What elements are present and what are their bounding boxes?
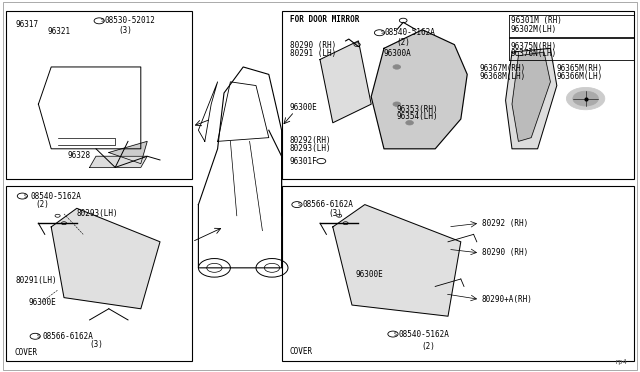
Text: 08566-6162A: 08566-6162A [43,332,93,341]
Text: 08566-6162A: 08566-6162A [302,200,353,209]
Polygon shape [51,208,160,309]
Text: S: S [394,331,397,337]
Text: 96300E: 96300E [355,270,383,279]
Circle shape [406,121,413,125]
Text: 80290 (RH): 80290 (RH) [482,248,528,257]
Polygon shape [320,41,371,123]
Text: 96301M (RH): 96301M (RH) [511,16,561,25]
Circle shape [393,102,401,106]
Text: S: S [298,202,301,207]
Text: S: S [100,18,103,23]
Text: 08530-52012: 08530-52012 [104,16,155,25]
Polygon shape [371,30,467,149]
Text: S: S [24,193,26,199]
Text: 80290+A(RH): 80290+A(RH) [482,295,532,304]
Text: COVER: COVER [14,348,37,357]
Text: rp4: rp4 [614,359,627,365]
Circle shape [393,65,401,69]
Text: 96354(LH): 96354(LH) [397,112,438,121]
Text: (3): (3) [90,340,104,349]
Text: 80291(LH): 80291(LH) [16,276,58,285]
Text: 96300E: 96300E [29,298,56,307]
Text: 96367M(RH): 96367M(RH) [480,64,526,73]
Text: 80292(RH): 80292(RH) [290,136,332,145]
Text: 96365M(RH): 96365M(RH) [557,64,603,73]
Text: 08540-5162A: 08540-5162A [398,330,449,339]
Polygon shape [90,156,147,167]
Bar [6,186,192,361]
Text: 80293(LH): 80293(LH) [290,144,332,153]
Text: (3): (3) [328,209,342,218]
Text: FOR DOOR MIRROR: FOR DOOR MIRROR [290,15,359,24]
Text: S: S [381,30,383,35]
Text: 96375N(RH): 96375N(RH) [511,42,557,51]
Text: (2): (2) [35,200,49,209]
Text: (2): (2) [421,342,435,351]
Text: 96300A: 96300A [384,49,412,58]
Text: S: S [36,334,39,339]
Text: 80293(LH): 80293(LH) [77,209,118,218]
Polygon shape [506,48,557,149]
Text: COVER: COVER [289,347,312,356]
Text: 96317: 96317 [16,20,39,29]
Text: 80292 (RH): 80292 (RH) [482,219,528,228]
Text: 96376N(LH): 96376N(LH) [511,49,557,58]
Circle shape [573,91,598,106]
Text: 96366M(LH): 96366M(LH) [557,72,603,81]
Polygon shape [333,205,461,316]
Text: (2): (2) [397,38,411,47]
Text: 96328: 96328 [67,151,90,160]
Text: 08540-5162A: 08540-5162A [30,192,81,201]
Polygon shape [512,52,550,141]
Text: 96368M(LH): 96368M(LH) [480,72,526,81]
Circle shape [566,87,605,110]
Text: 80291 (LH): 80291 (LH) [290,49,336,58]
Text: 96301F: 96301F [290,157,317,166]
Text: (3): (3) [118,26,132,35]
Bar [6,11,192,179]
Text: 96353(RH): 96353(RH) [397,105,438,114]
Bar [282,186,634,361]
Text: 96321: 96321 [48,27,71,36]
Polygon shape [109,141,147,164]
Text: 96300E: 96300E [290,103,317,112]
Text: 08540-5162A: 08540-5162A [385,28,435,37]
Text: 80290 (RH): 80290 (RH) [290,41,336,50]
Text: 96302M(LH): 96302M(LH) [511,25,557,33]
Bar [282,11,634,179]
